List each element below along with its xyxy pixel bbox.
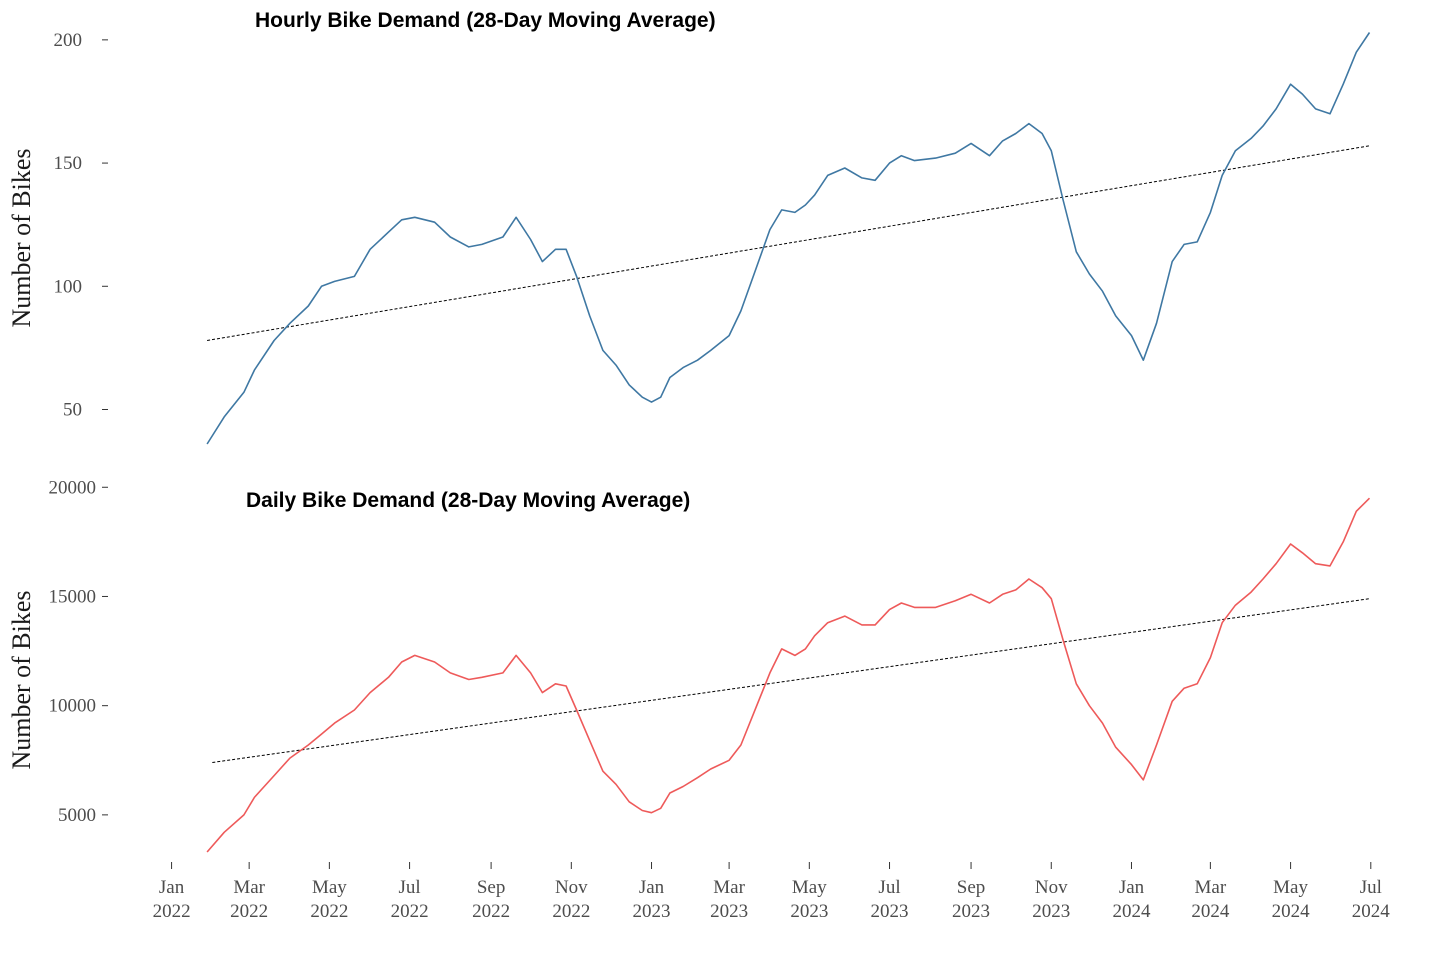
hourly-y-axis: 50 100 150 200 — [54, 30, 108, 421]
daily-trend-line — [212, 598, 1370, 763]
x-tick-label: 2024 — [1352, 901, 1391, 922]
x-tick-label: 2023 — [790, 901, 828, 922]
x-tick-label: May — [312, 877, 347, 898]
x-tick-label: 2023 — [871, 901, 909, 922]
y-tick-label: 10000 — [49, 696, 97, 717]
daily-series-line — [206, 497, 1371, 853]
hourly-y-axis-label: Number of Bikes — [7, 148, 36, 327]
x-tick-label: 2022 — [153, 901, 191, 922]
y-tick-label: 5000 — [58, 805, 96, 826]
daily-y-axis: 5000 10000 15000 20000 — [49, 477, 108, 826]
y-tick-label: 100 — [54, 276, 83, 297]
x-tick-label: 2023 — [710, 901, 748, 922]
x-tick-label: May — [1273, 877, 1308, 898]
x-tick-label: Mar — [233, 877, 265, 898]
x-tick-label: Jan — [639, 877, 665, 898]
hourly-series-line — [206, 32, 1371, 445]
x-tick-label: 2022 — [472, 901, 510, 922]
y-tick-label: 20000 — [49, 477, 97, 498]
x-tick-label: Mar — [713, 877, 745, 898]
x-tick-label: Sep — [477, 877, 506, 898]
x-tick-label: Jan — [159, 877, 185, 898]
daily-y-axis-label: Number of Bikes — [7, 590, 36, 769]
x-tick-label: 2022 — [552, 901, 590, 922]
x-tick-label: 2022 — [310, 901, 348, 922]
x-tick-label: 2022 — [391, 901, 429, 922]
x-axis: Jan 2022 Mar 2022 May 2022 Jul 2022 Sep 2022 Nov 20… — [153, 862, 1391, 922]
daily-panel: Daily Bike Demand (28-Day Moving Average… — [7, 477, 1390, 922]
hourly-trend-line — [207, 145, 1370, 341]
x-tick-label: Jul — [878, 877, 900, 898]
x-tick-label: Jul — [398, 877, 420, 898]
x-tick-label: 2023 — [1032, 901, 1070, 922]
x-tick-label: Jul — [1360, 877, 1382, 898]
y-tick-label: 50 — [63, 400, 82, 421]
x-tick-label: Sep — [957, 877, 986, 898]
x-tick-label: 2024 — [1272, 901, 1311, 922]
x-tick-label: 2023 — [633, 901, 671, 922]
x-tick-label: May — [792, 877, 827, 898]
x-tick-label: 2022 — [230, 901, 268, 922]
x-tick-label: Nov — [1035, 877, 1068, 898]
daily-chart-title: Daily Bike Demand (28-Day Moving Average… — [246, 489, 690, 512]
y-tick-label: 15000 — [49, 586, 97, 607]
x-tick-label: 2024 — [1112, 901, 1151, 922]
hourly-panel: Hourly Bike Demand (28-Day Moving Averag… — [7, 9, 1371, 445]
y-tick-label: 150 — [54, 153, 83, 174]
x-tick-label: 2024 — [1191, 901, 1230, 922]
x-tick-label: Jan — [1119, 877, 1145, 898]
x-tick-label: 2023 — [952, 901, 990, 922]
x-tick-label: Mar — [1195, 877, 1227, 898]
y-tick-label: 200 — [54, 30, 83, 51]
x-tick-label: Nov — [555, 877, 588, 898]
hourly-chart-title: Hourly Bike Demand (28-Day Moving Averag… — [255, 9, 716, 32]
